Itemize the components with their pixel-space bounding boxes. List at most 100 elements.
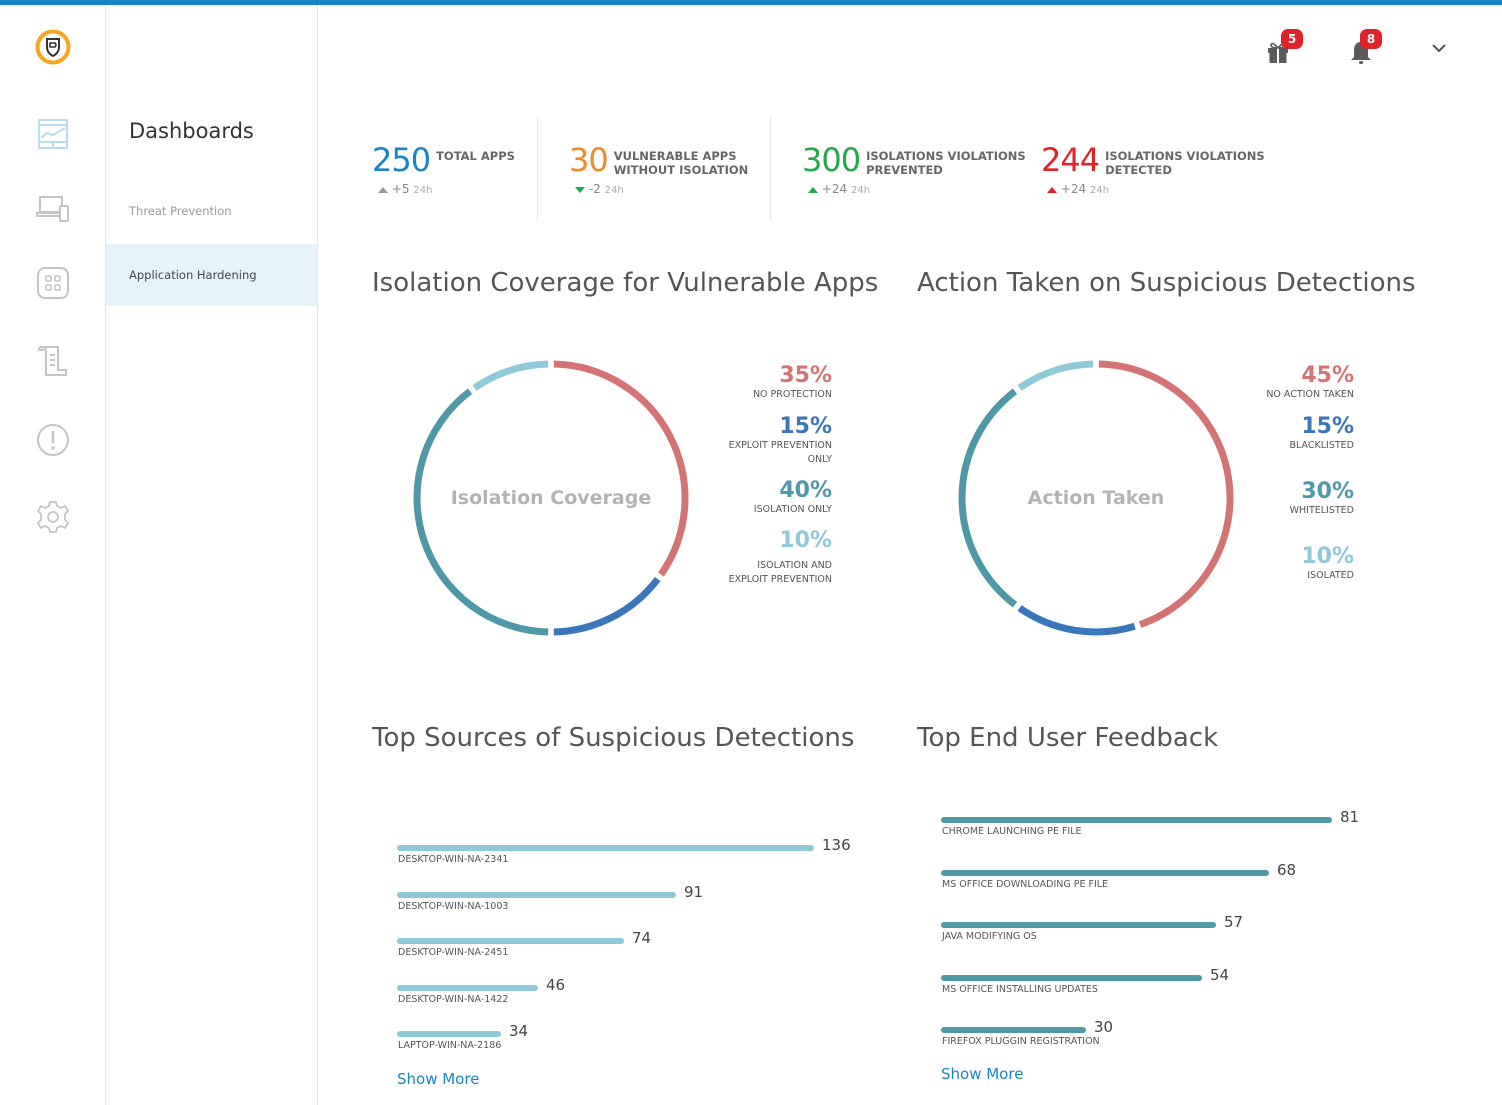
donut-segment-exploit-prevention-only[interactable]: [553, 576, 661, 636]
logo-icon[interactable]: [35, 29, 71, 65]
legend-value: 15%: [779, 414, 832, 439]
bell-badge: 8: [1360, 29, 1382, 49]
devices-icon[interactable]: [35, 191, 71, 227]
donut-segment-no-protection[interactable]: [553, 360, 689, 577]
chevron-down-icon: [1432, 44, 1446, 53]
legend-label: BLACKLISTED: [1289, 440, 1354, 451]
stat-value: 250: [372, 141, 431, 179]
legend-value: 45%: [1301, 363, 1354, 388]
legend-entry: 15% EXPLOIT PREVENTION ONLY: [722, 415, 832, 479]
bar-category-label: CHROME LAUNCHING PE FILE: [942, 826, 1082, 837]
bar-value-label: 30: [1094, 1018, 1114, 1036]
legend-value: 40%: [779, 478, 832, 503]
bar[interactable]: [941, 1027, 1086, 1033]
gift-button[interactable]: 5: [1266, 29, 1303, 68]
subnav-item-threat-prevention[interactable]: Threat Prevention: [129, 204, 232, 218]
legend-value: 10%: [779, 528, 832, 553]
stat-label: VULNERABLE APPS: [613, 149, 737, 163]
trend-up-icon: [1047, 186, 1057, 193]
policies-icon[interactable]: [35, 343, 71, 379]
stat-delta: +5: [391, 182, 410, 196]
stat-label: DETECTED: [1105, 163, 1172, 177]
stat-delta: -2: [588, 182, 601, 196]
legend-label: EXPLOIT PREVENTION ONLY: [728, 440, 832, 465]
dashboards-subnav: Dashboards Threat Prevention Application…: [106, 5, 318, 1105]
legend-value: 10%: [1301, 544, 1354, 569]
alerts-icon[interactable]: [35, 422, 71, 458]
apps-icon[interactable]: [35, 265, 71, 301]
donut-segment-isolation-and-exploit-prevention[interactable]: [472, 360, 549, 391]
bar-value-label: 74: [632, 929, 652, 947]
top-feedback-show-more-link[interactable]: Show More: [941, 1065, 1024, 1083]
settings-icon[interactable]: [35, 499, 71, 535]
legend-label: WHITELISTED: [1289, 505, 1354, 516]
top-accent-bar: [0, 0, 1502, 5]
donut-segment-whitelisted[interactable]: [958, 388, 1018, 608]
bar-category-label: FIREFOX PLUGGIN REGISTRATION: [942, 1036, 1100, 1047]
subnav-title: Dashboards: [129, 119, 254, 143]
bar[interactable]: [941, 974, 1202, 981]
donut-segment-no-action-taken[interactable]: [1098, 360, 1234, 628]
trend-up-icon: [378, 186, 388, 193]
legend-entry: 30% WHITELISTED: [1266, 480, 1354, 545]
bar-category-label: DESKTOP-WIN-NA-1422: [398, 993, 509, 1005]
stat-delta: +24: [821, 182, 848, 196]
bar-value-label: 46: [546, 975, 566, 994]
stat-value: 30: [569, 141, 609, 179]
legend-entry: 45% NO ACTION TAKEN: [1266, 364, 1354, 415]
donut-segment-isolation-only[interactable]: [413, 388, 549, 636]
isolation-coverage-donut-svg: [413, 360, 689, 636]
bar-category-label: MS OFFICE DOWNLOADING PE FILE: [942, 878, 1109, 890]
isolation-coverage-donut: Isolation Coverage: [406, 353, 696, 643]
stat-divider: [537, 117, 538, 221]
stat-label: TOTAL APPS: [436, 149, 515, 163]
legend-value: 30%: [1301, 479, 1354, 504]
top-sources-title: Top Sources of Suspicious Detections: [372, 723, 855, 753]
bar-category-label: LAPTOP-WIN-NA-2186: [398, 1040, 502, 1051]
bar[interactable]: [397, 938, 624, 944]
top-sources-show-more-link[interactable]: Show More: [397, 1070, 480, 1088]
stat-divider: [770, 117, 771, 221]
stat-value: 300: [802, 141, 861, 179]
stat-period: 24h: [850, 185, 871, 196]
dashboard-icon[interactable]: [35, 116, 71, 152]
stat-violations-detected: 244 ISOLATIONS VIOLATIONS DETECTED +24 24…: [1041, 140, 1265, 196]
donut-segment-blacklisted[interactable]: [1017, 605, 1136, 636]
legend-label: ISOLATION AND EXPLOIT PREVENTION: [728, 560, 832, 585]
notifications-button[interactable]: 8: [1349, 29, 1382, 70]
isolation-coverage-title: Isolation Coverage for Vulnerable Apps: [372, 268, 879, 298]
stat-total-apps: 250 TOTAL APPS +5 24h: [372, 140, 515, 196]
bar-value-label: 54: [1210, 965, 1230, 984]
bar[interactable]: [397, 891, 676, 898]
top-feedback-title: Top End User Feedback: [917, 723, 1219, 753]
legend-label: ISOLATED: [1307, 570, 1354, 581]
donut-center-label: Isolation Coverage: [450, 487, 652, 509]
bar[interactable]: [941, 817, 1332, 823]
legend-label: NO PROTECTION: [752, 389, 832, 400]
action-taken-donut: Action Taken: [951, 353, 1241, 643]
stat-period: 24h: [604, 185, 624, 196]
legend-label: NO ACTION TAKEN: [1266, 389, 1354, 400]
stat-label: WITHOUT ISOLATION: [613, 163, 749, 177]
bar[interactable]: [941, 922, 1216, 928]
user-menu-dropdown[interactable]: [1431, 40, 1447, 59]
subnav-item-application-hardening[interactable]: Application Hardening: [106, 244, 317, 306]
bar[interactable]: [397, 1031, 501, 1037]
icon-rail: [0, 5, 106, 1105]
bar[interactable]: [397, 845, 814, 851]
bar[interactable]: [397, 984, 538, 991]
bar-category-label: DESKTOP-WIN-NA-1003: [398, 900, 509, 912]
legend-entry: 10% ISOLATION AND EXPLOIT PREVENTION: [722, 529, 832, 587]
bar-value-label: 81: [1340, 808, 1360, 826]
action-taken-legend: 45% NO ACTION TAKEN 15% BLACKLISTED 30% WHI…: [1266, 364, 1354, 583]
stat-vulnerable-apps: 30 VULNERABLE APPS WITHOUT ISOLATION -2 2…: [569, 140, 749, 196]
donut-segment-isolated[interactable]: [1017, 360, 1094, 391]
action-taken-donut-svg: [958, 360, 1234, 636]
stat-value: 244: [1041, 141, 1100, 179]
stat-delta: +24: [1060, 182, 1087, 196]
stat-period: 24h: [413, 185, 433, 196]
bar-category-label: DESKTOP-WIN-NA-2451: [398, 947, 509, 958]
bar[interactable]: [941, 869, 1269, 876]
legend-label: ISOLATION ONLY: [753, 504, 832, 515]
gift-badge: 5: [1281, 29, 1303, 49]
